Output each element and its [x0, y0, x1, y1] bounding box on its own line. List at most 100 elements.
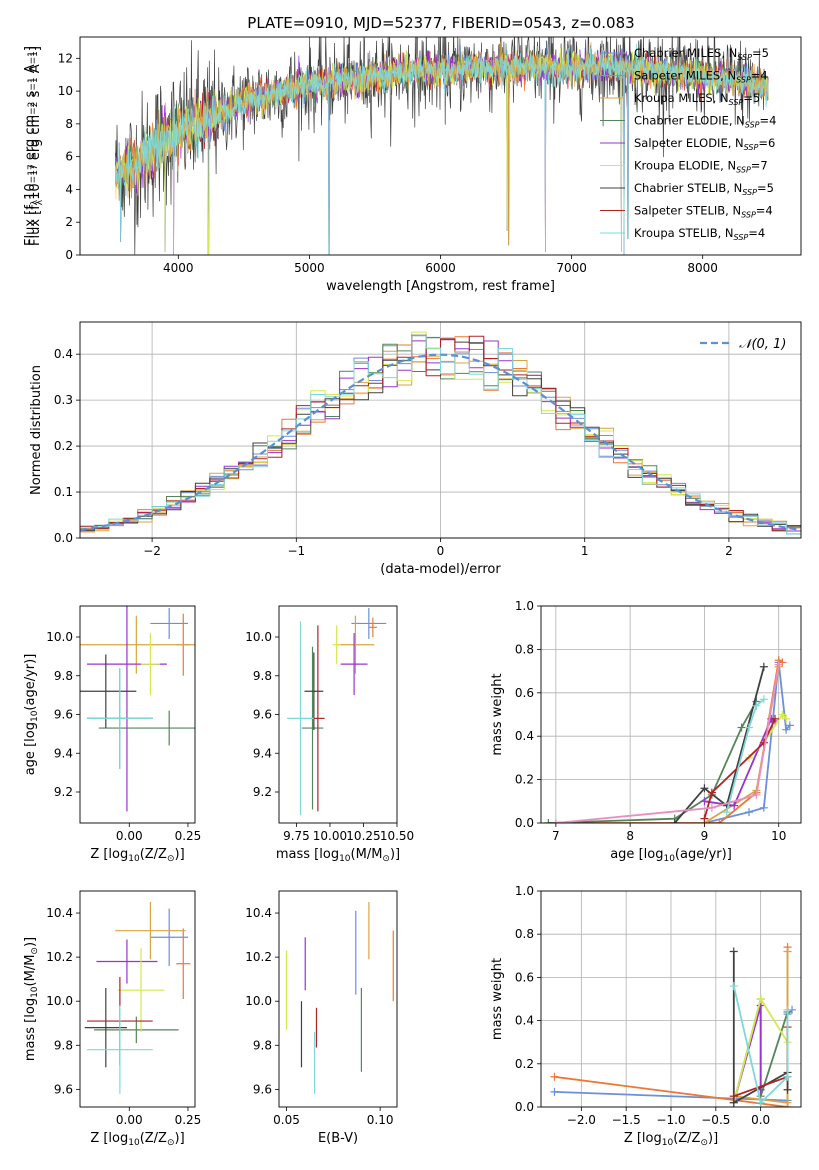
y-tick-label: 9.6	[253, 708, 272, 722]
legend-label: Kroupa ELODIE, N	[634, 159, 736, 173]
y-tick-label: 9.8	[253, 669, 272, 683]
data-point-marker	[700, 814, 709, 823]
massweight-line	[704, 717, 776, 807]
data-point-marker	[783, 1005, 792, 1014]
x-tick-label: 9	[701, 829, 709, 843]
y-tick-label: 9.2	[253, 785, 272, 799]
legend-subscript: SSP	[744, 143, 759, 152]
x-tick-label: −0.5	[701, 1113, 730, 1127]
x-tick-label: 9.75	[283, 829, 310, 843]
x-tick-label: 6000	[425, 261, 456, 275]
y-tick-label: 10.0	[245, 630, 272, 644]
y-axis-label: age [log10(age/yr)]	[23, 654, 40, 776]
data-point-marker	[550, 1072, 559, 1081]
y-axis-label-part: −1	[30, 51, 40, 64]
y-axis-label-part: 10	[23, 183, 38, 200]
y-tick-label: 0.4	[54, 347, 73, 361]
data-point-marker	[752, 790, 761, 799]
data-point-marker	[544, 819, 553, 823]
y-axis-label-part: age [log	[23, 722, 38, 775]
axes-frame	[540, 890, 802, 1108]
y-axis-label-part: s	[23, 90, 38, 101]
x-axis-label: mass [log10(M/M⊙)]	[276, 847, 400, 864]
y-tick-label: 10	[58, 84, 73, 98]
x-axis-label-part: 10	[663, 854, 675, 864]
legend-label: Kroupa STELIB, N	[634, 226, 734, 240]
y-tick-label: 0.6	[515, 970, 534, 984]
y-tick-label: 9.8	[54, 669, 73, 683]
y-axis-label-part: −1	[30, 77, 40, 90]
legend-count: =4	[748, 226, 765, 240]
data-point-marker	[700, 784, 709, 793]
legend-label: Kroupa MILES, N	[634, 91, 729, 105]
legend-count: =7	[751, 159, 768, 173]
chart-age_vs_mass: 9.75 10.00 10.25 10.50 9.2 9.4 9.6 9.8 10.0 mass …	[245, 605, 414, 864]
plot-area	[80, 606, 195, 812]
plot-area	[80, 331, 801, 535]
x-tick-label: 1	[581, 544, 589, 558]
y-axis-label-part: −2	[30, 102, 40, 115]
y-tick-label: 0.0	[515, 1100, 534, 1114]
data-point-marker	[715, 819, 724, 823]
plot-area	[287, 607, 387, 816]
data-point-marker	[700, 797, 709, 806]
y-tick-label: 10.4	[46, 906, 73, 920]
chart-mass_vs_Z: 0.00 0.259.69.810.010.210.4Z [log10(Z/Z⊙)…	[23, 890, 201, 1148]
x-axis-label-part: 10	[128, 854, 140, 864]
legend-entry: Kroupa STELIB, NSSP=4	[634, 226, 765, 242]
data-point-marker	[670, 819, 679, 823]
x-axis-label: Z [log10(Z/Z⊙)]	[90, 1131, 184, 1148]
plot-area	[285, 902, 394, 1094]
data-point-marker	[783, 1098, 792, 1107]
y-axis-label-part: −2	[27, 102, 37, 115]
y-tick-label: 0.3	[54, 393, 73, 407]
legend-entry: Chabrier ELODIE, NSSP=4	[634, 114, 776, 130]
x-tick-label: 10.50	[380, 829, 414, 843]
data-point-marker	[756, 1098, 765, 1107]
y-axis-label-part: −1	[27, 77, 37, 90]
axes-frame	[79, 605, 196, 824]
x-tick-label: 0.25	[175, 829, 202, 843]
legend-subscript: SSP	[737, 53, 752, 62]
y-tick-label: 9.8	[54, 1038, 73, 1052]
normal-reference-curve	[80, 353, 801, 531]
data-point-marker	[752, 701, 761, 710]
data-point-marker	[551, 819, 560, 823]
y-tick-label: 4	[65, 182, 73, 196]
x-tick-label: −2	[143, 544, 161, 558]
y-axis-label-part: Flux [f	[28, 205, 43, 246]
x-axis-label-part: (Z/Z	[140, 1131, 167, 1146]
x-tick-label: 8	[626, 829, 634, 843]
y-tick-label: 9.6	[54, 708, 73, 722]
massweight-line	[725, 698, 765, 813]
legend-subscript: SSP	[742, 188, 757, 197]
y-axis-label-part: )]	[23, 937, 38, 947]
y-axis-label-part: erg cm	[23, 115, 38, 164]
x-tick-label: −1.5	[612, 1113, 641, 1127]
x-tick-label: 7	[552, 829, 560, 843]
y-axis-label: mass weight	[490, 958, 505, 1040]
x-axis-label: age [log10(age/yr)]	[610, 847, 732, 864]
y-axis-label-part: −1	[27, 51, 37, 64]
x-axis-label-part: Z [log	[90, 1131, 128, 1146]
y-axis-label-part: 10	[30, 710, 40, 722]
y-axis-label-part: A	[23, 64, 38, 77]
y-axis-label-part: Flux [f	[23, 205, 38, 246]
data-point-marker	[759, 662, 768, 671]
y-tick-label: 2	[65, 215, 73, 229]
y-axis-label-part: s	[28, 90, 43, 101]
x-tick-label: 4000	[163, 261, 194, 275]
data-point-marker	[722, 808, 731, 817]
y-tick-label: 10.4	[245, 906, 272, 920]
x-tick-label: 0.05	[273, 1113, 300, 1127]
data-point-marker	[550, 1087, 559, 1096]
x-axis-label-part: ⊙	[382, 854, 390, 864]
legend-count: =4	[760, 114, 777, 128]
x-axis-label-part: age [log	[610, 847, 663, 862]
y-tick-label: 0.8	[515, 642, 534, 656]
y-tick-label: 9.8	[253, 1038, 272, 1052]
x-axis-label-part: (Z/Z	[140, 847, 167, 862]
